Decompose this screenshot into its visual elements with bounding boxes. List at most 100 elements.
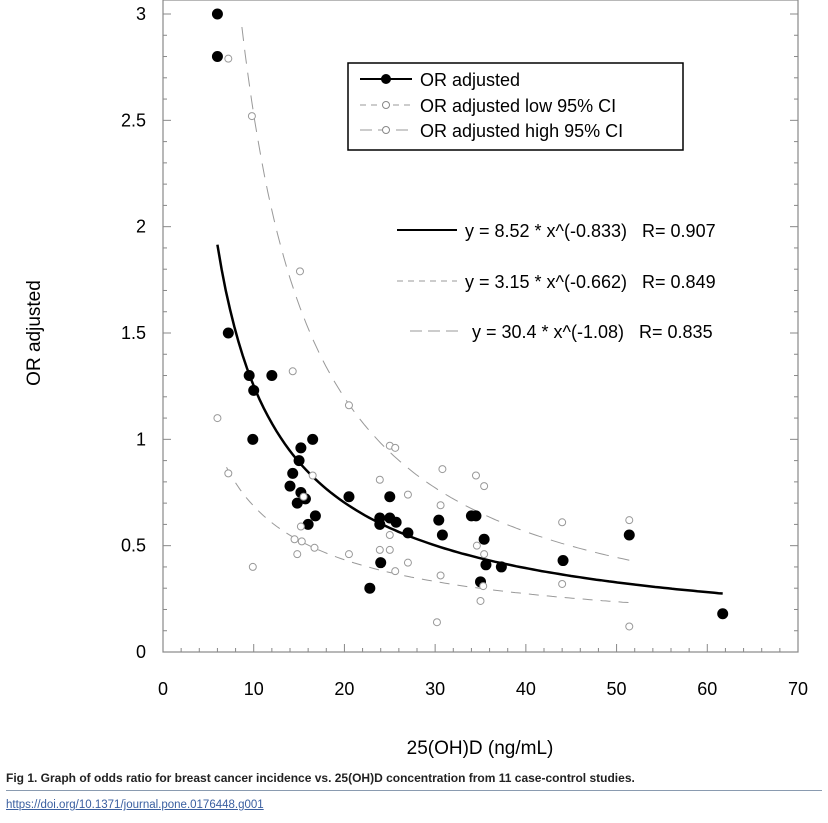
data-point-or [284,480,296,492]
x-tick-label: 40 [516,679,536,699]
y-tick-label: 1 [136,429,146,449]
data-point-low-ci [385,531,394,540]
data-point-low-ci [385,545,394,554]
divider [6,790,822,791]
data-point-low-ci [432,618,441,627]
x-tick-label: 20 [334,679,354,699]
data-point-or [211,51,223,63]
data-point-or [402,527,414,539]
data-point-low-ci [391,567,400,576]
data-point-or [309,510,321,522]
data-point-high-ci [558,518,567,527]
legend-low-ci: OR adjusted low 95% CI [420,96,616,116]
data-point-or [623,529,635,541]
y-tick-label: 0.5 [121,536,146,556]
x-tick-label: 50 [607,679,627,699]
data-point-or [291,497,303,509]
data-point-high-ci [295,267,304,276]
data-point-low-ci [476,596,485,605]
data-point-high-ci [436,501,445,510]
data-point-low-ci [375,545,384,554]
data-point-low-ci [344,550,353,559]
x-tick-label: 0 [158,679,168,699]
x-tick-label: 70 [788,679,808,699]
data-point-low-ci [479,582,488,591]
fit-curve-2 [241,26,630,561]
data-point-or [384,491,396,503]
fit-equations: y = 8.52 * x^(-0.833) R= 0.907 y = 3.15 … [397,221,716,342]
data-point-low-ci [403,558,412,567]
y-tick-label: 3 [136,4,146,24]
data-point-or [248,384,260,396]
legend-high-ci: OR adjusted high 95% CI [420,121,623,141]
y-tick-label: 0 [136,642,146,662]
data-point-or [302,518,314,530]
data-point-high-ci [344,401,353,410]
data-point-high-ci [247,112,256,121]
data-point-or [211,8,223,20]
data-point-high-ci [375,475,384,484]
data-point-or [343,491,355,503]
data-point-or [717,608,729,620]
data-point-or [436,529,448,541]
data-point-or [295,442,307,454]
data-point-high-ci [224,54,233,63]
data-point-high-ci [391,443,400,452]
plot-frame [162,0,799,653]
data-point-or [307,433,319,445]
data-point-high-ci [471,471,480,480]
data-point-or [470,510,482,522]
data-point-or [375,557,387,569]
legend-or-adjusted: OR adjusted [420,70,520,90]
data-point-low-ci [558,579,567,588]
data-point-high-ci [480,482,489,491]
y-tick-label: 2 [136,217,146,237]
y-tick-label: 1.5 [121,323,146,343]
doi-link[interactable]: https://doi.org/10.1371/journal.pone.017… [6,799,264,811]
data-point-low-ci [224,469,233,478]
x-axis-label: 25(OH)D (ng/mL) [407,738,554,759]
data-point-low-ci [472,541,481,550]
data-point-low-ci [293,550,302,559]
data-point-high-ci [625,516,634,525]
data-point-or [390,516,402,528]
data-point-or [247,433,259,445]
data-point-or [480,559,492,571]
data-point-low-ci [436,571,445,580]
y-tick-label: 2.5 [121,110,146,130]
data-point-or [364,582,376,594]
data-point-low-ci [310,543,319,552]
data-point-low-ci [297,537,306,546]
data-point-or [557,555,569,567]
data-point-or [222,327,234,339]
data-point-high-ci [308,471,317,480]
figure-caption: Fig 1. Graph of odds ratio for breast ca… [6,771,635,785]
data-point-or [478,533,490,545]
fit-equation-high: y = 30.4 * x^(-1.08) R= 0.835 [472,322,713,342]
data-point-low-ci [625,622,634,631]
legend: OR adjusted OR adjusted low 95% CI OR ad… [347,62,684,151]
data-point-high-ci [403,490,412,499]
data-point-low-ci [480,550,489,559]
data-point-or [495,561,507,573]
data-point-high-ci [299,492,308,501]
data-point-low-ci [296,522,305,531]
data-point-low-ci [213,414,222,423]
data-point-low-ci [248,562,257,571]
y-axis-label: OR adjusted [24,280,45,386]
data-point-or [374,518,386,530]
fit-equation-or: y = 8.52 * x^(-0.833) R= 0.907 [465,221,716,241]
data-point-high-ci [288,367,297,376]
x-tick-label: 30 [425,679,445,699]
data-point-or [287,467,299,479]
data-point-or [293,455,305,467]
x-tick-label: 60 [697,679,717,699]
data-point-or [433,514,445,526]
data-point-low-ci [290,535,299,544]
data-point-high-ci [438,465,447,474]
x-tick-label: 10 [244,679,264,699]
data-point-or [266,370,278,382]
data-point-or [243,370,255,382]
fit-equation-low: y = 3.15 * x^(-0.662) R= 0.849 [465,272,716,292]
